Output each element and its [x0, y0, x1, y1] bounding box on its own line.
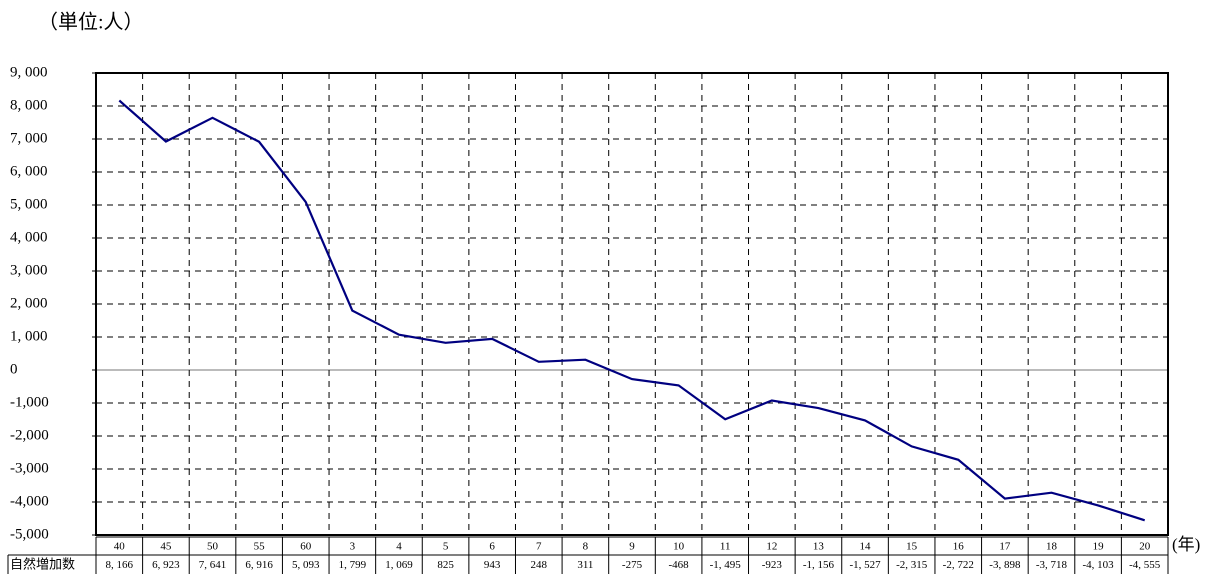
value-label: -2, 315	[896, 559, 928, 571]
x-tick-label: 16	[953, 541, 965, 553]
x-tick-label: 13	[813, 541, 825, 553]
x-tick-label: 14	[860, 541, 872, 553]
x-tick-label: 15	[906, 541, 918, 553]
value-label: 825	[437, 559, 454, 571]
x-tick-label: 50	[207, 541, 219, 553]
y-tick-label: -2,000	[10, 427, 49, 443]
x-tick-label: 18	[1046, 541, 1058, 553]
value-label: 5, 093	[292, 559, 320, 571]
value-label: 1, 069	[385, 559, 413, 571]
x-tick-label: 9	[629, 541, 635, 553]
value-label: 7, 641	[199, 559, 227, 571]
x-tick-label: 60	[300, 541, 312, 553]
value-label: -275	[622, 559, 643, 571]
value-label: -1, 495	[710, 559, 742, 571]
x-unit-label: (年)	[1172, 535, 1200, 554]
value-label: -1, 527	[849, 559, 881, 571]
x-tick-label: 4	[396, 541, 402, 553]
value-label: 311	[577, 559, 593, 571]
y-tick-label: -3,000	[10, 460, 49, 476]
value-label: -2, 722	[943, 559, 974, 571]
x-tick-label: 3	[350, 541, 356, 553]
x-tick-label: 19	[1093, 541, 1105, 553]
y-tick-label: -5,000	[10, 526, 49, 542]
y-tick-label: -1,000	[10, 394, 49, 410]
x-tick-label: 10	[673, 541, 685, 553]
value-label: 6, 916	[245, 559, 273, 571]
x-tick-label: 17	[999, 541, 1011, 553]
x-tick-label: 5	[443, 541, 449, 553]
value-label: -4, 103	[1083, 559, 1115, 571]
y-tick-label: -4,000	[10, 493, 49, 509]
value-label: -3, 898	[989, 559, 1021, 571]
x-tick-label: 40	[114, 541, 126, 553]
unit-label: （単位:人）	[38, 11, 144, 34]
x-tick-label: 11	[720, 541, 731, 553]
value-label: 1, 799	[339, 559, 367, 571]
y-tick-label: 3, 000	[10, 262, 48, 278]
y-tick-label: 5, 000	[10, 196, 48, 212]
value-label: -3, 718	[1036, 559, 1068, 571]
value-label: 943	[484, 559, 501, 571]
value-label: 8, 166	[106, 559, 134, 571]
y-tick-label: 4, 000	[10, 229, 48, 245]
value-label: -923	[762, 559, 783, 571]
y-tick-label: 0	[10, 361, 18, 377]
x-tick-label: 45	[160, 541, 172, 553]
x-tick-label: 12	[766, 541, 777, 553]
y-tick-label: 9, 000	[10, 64, 48, 80]
y-tick-label: 2, 000	[10, 295, 48, 311]
x-tick-label: 6	[489, 541, 495, 553]
value-label: -1, 156	[803, 559, 835, 571]
value-label: 248	[531, 559, 548, 571]
value-label: -4, 555	[1129, 559, 1161, 571]
row-label: 自然増加数	[10, 556, 75, 571]
x-tick-label: 20	[1139, 541, 1151, 553]
x-tick-label: 8	[583, 541, 589, 553]
y-tick-label: 8, 000	[10, 97, 48, 113]
y-tick-label: 1, 000	[10, 328, 48, 344]
plot-frame	[95, 72, 1169, 536]
value-label: 6, 923	[152, 559, 180, 571]
value-label: -468	[669, 559, 690, 571]
x-tick-label: 7	[536, 541, 542, 553]
x-tick-label: 55	[254, 541, 266, 553]
y-tick-label: 6, 000	[10, 163, 48, 179]
y-tick-label: 7, 000	[10, 130, 48, 146]
line-series	[118, 99, 1146, 522]
